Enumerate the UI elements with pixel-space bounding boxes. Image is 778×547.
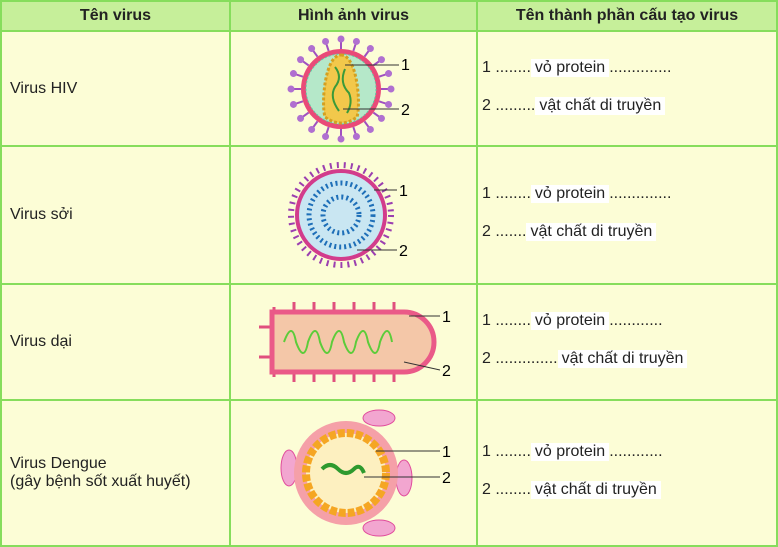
spike-head-icon <box>384 100 392 108</box>
spike-head-icon <box>384 69 392 77</box>
spike-head-icon <box>387 85 394 92</box>
header-virus-image: Hình ảnh virus <box>229 0 478 32</box>
header-virus-name: Tên virus <box>0 0 231 32</box>
dengue-virus-image: 1 2 <box>280 409 451 537</box>
table-row: Virus HIV 1 2 1 ........ vỏ protein......… <box>0 30 778 147</box>
spike-head-icon <box>366 44 374 52</box>
label-1: 1 <box>442 309 451 326</box>
answer-2: 2 ........ vật chất di truyền <box>482 481 776 503</box>
spike-head-icon <box>289 100 297 108</box>
answer-1: 1 ........ vỏ protein............ <box>482 312 663 330</box>
table-row: Virus Dengue (gây bệnh sốt xuất huyết) 1 … <box>0 399 778 547</box>
spike-head-icon <box>377 55 385 63</box>
label-2: 2 <box>442 470 451 487</box>
label-1: 1 <box>399 183 408 200</box>
spike-head-icon <box>366 125 374 133</box>
spike-head-icon <box>289 69 297 77</box>
spike-head-icon <box>377 114 385 122</box>
answer-1: 1 ........ vỏ protein............ <box>482 443 663 461</box>
spike-head-icon <box>287 85 294 92</box>
label-2: 2 <box>401 102 410 119</box>
spike-head-icon <box>352 132 360 140</box>
label-1: 1 <box>401 57 410 74</box>
answer-1-input[interactable]: vỏ protein <box>530 185 610 203</box>
answer-2: 2 ....... vật chất di truyền <box>482 223 776 245</box>
answer-2: 2 ......... vật chất di truyền <box>482 96 776 119</box>
spike-head-icon <box>321 132 329 140</box>
spike-head-icon <box>337 35 344 42</box>
header-row: Tên virus Hình ảnh virus Tên thành phần … <box>0 0 778 32</box>
virus-name-note: (gây bệnh sốt xuất huyết) <box>10 473 191 490</box>
virus-name: Virus sởi <box>0 145 231 285</box>
answer-1-input[interactable]: vỏ protein <box>530 58 610 77</box>
virus-name: Virus Dengue <box>10 455 107 472</box>
spike-head-icon <box>307 125 315 133</box>
spike-head-icon <box>296 55 304 63</box>
header-components: Tên thành phần cấu tạo virus <box>476 0 778 32</box>
answer-2-input[interactable]: vật chất di truyền <box>535 96 666 115</box>
answer-1-input[interactable]: vỏ protein <box>530 443 610 461</box>
spike-head-icon <box>337 135 344 142</box>
answer-1: 1 ........ vỏ protein.............. <box>482 185 672 203</box>
label-2: 2 <box>442 363 451 380</box>
label-2: 2 <box>399 243 408 260</box>
spike-head-icon <box>307 44 315 52</box>
label-1: 1 <box>442 444 451 461</box>
rabies-virus-image: 1 2 <box>258 302 451 382</box>
table-row: Virus dại 1 2 1 ........ vỏ protein......… <box>0 283 778 401</box>
answer-1: 1 ........ vỏ protein.............. <box>482 58 672 77</box>
table-row: Virus sởi 1 2 1 ........ vỏ protein......… <box>0 145 778 285</box>
spike-head-icon <box>352 37 360 45</box>
answer-2-input[interactable]: vật chất di truyền <box>530 481 661 499</box>
spike-head-icon <box>296 114 304 122</box>
answer-2-input[interactable]: vật chất di truyền <box>526 223 657 241</box>
measles-virus-image: 1 2 <box>287 162 408 268</box>
virus-name: Virus HIV <box>0 30 231 147</box>
hiv-virus-image: 1 2 <box>287 35 410 142</box>
answer-2-input[interactable]: vật chất di truyền <box>557 350 688 368</box>
virus-name: Virus dại <box>0 283 231 401</box>
answer-1-input[interactable]: vỏ protein <box>530 312 610 330</box>
spike-head-icon <box>321 37 329 45</box>
answer-2: 2 .............. vật chất di truyền <box>482 350 776 372</box>
